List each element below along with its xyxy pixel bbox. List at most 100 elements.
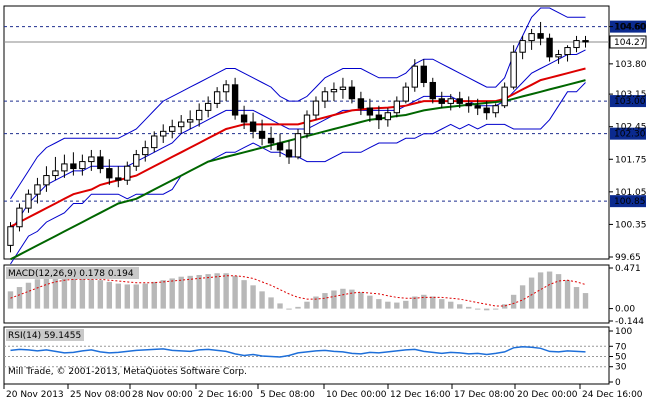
price-level-label: 103.00	[614, 97, 646, 107]
macd-bar	[394, 302, 400, 309]
macd-bar	[133, 284, 139, 309]
candle-body	[115, 177, 122, 181]
macd-bar	[385, 301, 391, 309]
candle-body	[267, 137, 275, 144]
candle-body	[456, 98, 463, 104]
bollinger-upper-band	[10, 7, 586, 200]
time-tick-label: 2 Dec 16:00	[198, 390, 253, 400]
candle-body	[70, 163, 77, 170]
candle-body	[16, 207, 23, 228]
candle-body	[186, 119, 194, 123]
macd-bar	[34, 279, 41, 309]
macd-bar	[367, 295, 373, 309]
macd-bar	[457, 304, 463, 309]
candle-body	[510, 51, 517, 88]
price-tick-label: 102.45	[615, 123, 647, 133]
macd-bar	[439, 299, 445, 309]
candle-body	[393, 100, 401, 114]
macd-bar	[501, 304, 508, 309]
macd-bar	[178, 276, 184, 309]
candle-body	[258, 130, 266, 139]
candle-body	[384, 112, 392, 121]
macd-tick-label: 0.471	[615, 264, 641, 274]
time-tick-label: 24 Dec 16:00	[582, 390, 643, 400]
candle-body	[34, 184, 41, 195]
macd-bar	[412, 296, 418, 309]
candle-body	[61, 163, 68, 172]
candle-body	[106, 168, 113, 179]
macd-bar	[582, 293, 589, 309]
price-level-label: 104.60	[614, 23, 646, 33]
macd-bar	[205, 274, 211, 309]
macd-panel-frame	[3, 264, 610, 324]
candle-body	[546, 37, 553, 58]
candle-body	[402, 86, 410, 102]
candle-body	[303, 114, 311, 135]
candle-body	[528, 33, 535, 42]
candle-body	[474, 105, 481, 109]
candle-body	[249, 121, 257, 132]
price-level-label: 102.30	[614, 130, 646, 140]
candle-body	[178, 121, 185, 128]
candle-body	[285, 149, 293, 158]
macd-bar	[52, 276, 59, 309]
candle-body	[133, 154, 140, 167]
macd-tick-label: -0.144	[615, 317, 644, 327]
candle-body	[465, 102, 472, 107]
macd-bar	[97, 280, 104, 309]
candle-body	[7, 226, 14, 246]
macd-bar	[573, 287, 580, 309]
candle-body	[411, 65, 418, 88]
candle-body	[240, 114, 248, 123]
price-tick-label: 101.75	[615, 155, 647, 165]
price-panel-frame	[3, 5, 610, 260]
macd-axis: 0.471 0.00 -0.144	[609, 264, 644, 327]
macd-bar	[313, 296, 319, 309]
price-tick-label: 99.65	[615, 253, 641, 263]
macd-signal-polyline	[10, 275, 586, 307]
macd-bar	[241, 280, 247, 309]
candle-body	[142, 147, 149, 156]
macd-bar	[61, 276, 68, 309]
macd-bar	[115, 283, 122, 309]
candle-body	[555, 54, 562, 58]
candle-body	[321, 91, 329, 102]
candle-body	[375, 114, 383, 121]
macd-bar	[403, 300, 409, 309]
candle-body	[483, 107, 490, 114]
candle-body	[573, 40, 580, 49]
candle-body	[151, 135, 158, 149]
rsi-level-lines	[4, 345, 609, 368]
time-tick-label: 25 Nov 08:00	[70, 390, 131, 400]
candle-body	[276, 142, 284, 151]
candle-body	[79, 161, 86, 170]
time-tick-label: 17 Dec 08:00	[454, 390, 515, 400]
moving-average-red	[10, 67, 586, 228]
macd-bar	[214, 273, 220, 309]
candle-body	[25, 193, 32, 209]
macd-bar	[421, 294, 427, 309]
macd-bar	[142, 283, 148, 309]
candle-body	[519, 40, 526, 53]
candle-body	[231, 84, 239, 116]
macd-bar	[7, 291, 14, 309]
macd-bar	[16, 287, 23, 309]
macd-bar	[564, 280, 571, 309]
macd-bar	[304, 301, 310, 309]
rsi-label: RSI(14) 59.1455	[8, 331, 81, 341]
macd-tick-label: 0.00	[615, 305, 635, 315]
price-tick-label: 100.35	[615, 220, 647, 230]
macd-bar	[277, 303, 283, 309]
macd-bar	[376, 299, 382, 309]
candle-body	[564, 47, 571, 56]
candle-body	[582, 40, 589, 43]
candle-body	[160, 130, 167, 137]
price-tick-label: 103.15	[615, 90, 647, 100]
macd-bar	[483, 308, 490, 311]
bollinger-middle-band	[10, 49, 586, 232]
macd-bar	[528, 277, 535, 309]
candle-body	[222, 84, 230, 93]
macd-bar	[106, 281, 113, 309]
